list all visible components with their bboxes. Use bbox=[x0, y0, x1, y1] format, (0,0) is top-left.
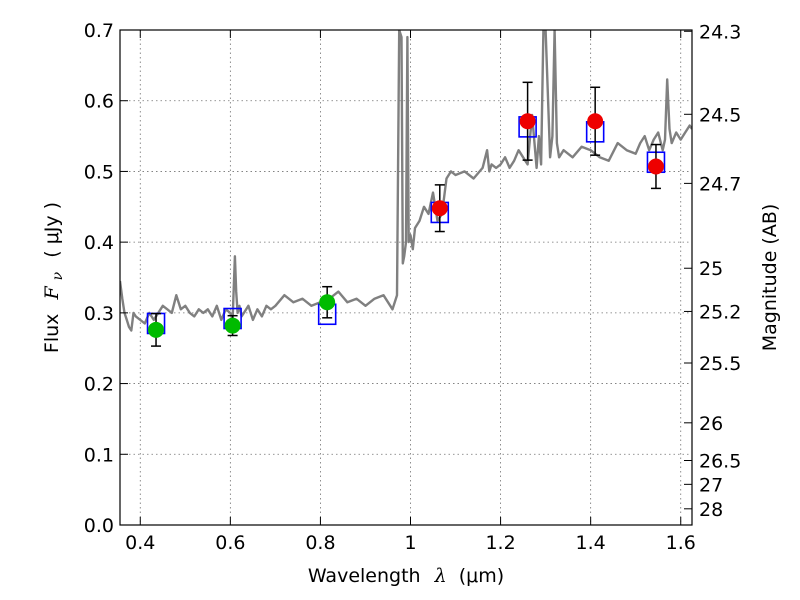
plot-frame bbox=[119, 29, 693, 526]
right-tick-label: 24.5 bbox=[699, 104, 741, 126]
spectrum-layer bbox=[120, 30, 692, 332]
right-tick-label: 24.7 bbox=[699, 173, 741, 195]
right-tick-label: 26 bbox=[699, 413, 723, 435]
grid-layer bbox=[120, 29, 692, 526]
x-tick-label: 0.4 bbox=[125, 532, 155, 554]
right-tick-label: 26.5 bbox=[699, 451, 741, 473]
right-tick-label: 24.3 bbox=[699, 21, 741, 43]
x-tick-label: 1.4 bbox=[576, 532, 606, 554]
right-tick-label: 28 bbox=[699, 499, 723, 521]
observed-point-red bbox=[519, 113, 536, 130]
y-tick-label: 0.2 bbox=[84, 374, 114, 396]
observed-point-red bbox=[587, 113, 604, 130]
observed-point-red bbox=[431, 200, 448, 217]
right-tick-label: 27 bbox=[699, 474, 723, 496]
x-axis-label-symbol: λ bbox=[434, 565, 447, 587]
x-tick-label: 1.6 bbox=[666, 532, 696, 554]
x-tick-label: 0.6 bbox=[215, 532, 245, 554]
right-tick-label: 25.2 bbox=[699, 301, 741, 323]
x-axis-label-unit: (μm) bbox=[459, 565, 504, 587]
right-tick-label: 25.5 bbox=[699, 353, 741, 375]
x-tick-label: 0.8 bbox=[305, 532, 335, 554]
observed-point-red bbox=[647, 158, 664, 175]
spectrum-line bbox=[120, 30, 692, 332]
x-axis-label-text: Wavelength bbox=[308, 565, 421, 587]
y-axis-label-subscript: ν bbox=[50, 271, 66, 280]
right-tick-label: 25 bbox=[699, 258, 723, 280]
y-axis-label-symbol: F bbox=[41, 286, 63, 301]
right-axis-label: Magnitude (AB) bbox=[759, 204, 781, 352]
y-tick-label: 0.1 bbox=[84, 444, 114, 466]
x-tick-label: 1.2 bbox=[485, 532, 515, 554]
y-tick-label: 0.6 bbox=[84, 91, 114, 113]
y-tick-label: 0.0 bbox=[84, 515, 114, 537]
observed-point-green bbox=[224, 317, 241, 334]
y-axis-label-unit: ( μJy ) bbox=[41, 202, 63, 258]
x-tick-label: 1 bbox=[404, 532, 416, 554]
axis-ticks-layer: 0.4 0.6 0.8 1 1.2 1.4 1.6 0.0 0.1 0.2 0.3 0.4 0.5 0.6… bbox=[84, 20, 742, 554]
y-axis-label: Flux F ν ( μJy ) bbox=[41, 202, 67, 353]
y-axis-label-text: Flux bbox=[41, 314, 63, 354]
y-tick-label: 0.4 bbox=[84, 232, 114, 254]
y-tick-label: 0.3 bbox=[84, 303, 114, 325]
observed-point-green bbox=[319, 294, 336, 311]
y-tick-label: 0.5 bbox=[84, 161, 114, 183]
observed-points-layer bbox=[148, 81, 664, 347]
x-axis-label: Wavelength λ (μm) bbox=[308, 565, 504, 587]
y-tick-label: 0.7 bbox=[84, 20, 114, 42]
observed-point-green bbox=[148, 321, 165, 338]
